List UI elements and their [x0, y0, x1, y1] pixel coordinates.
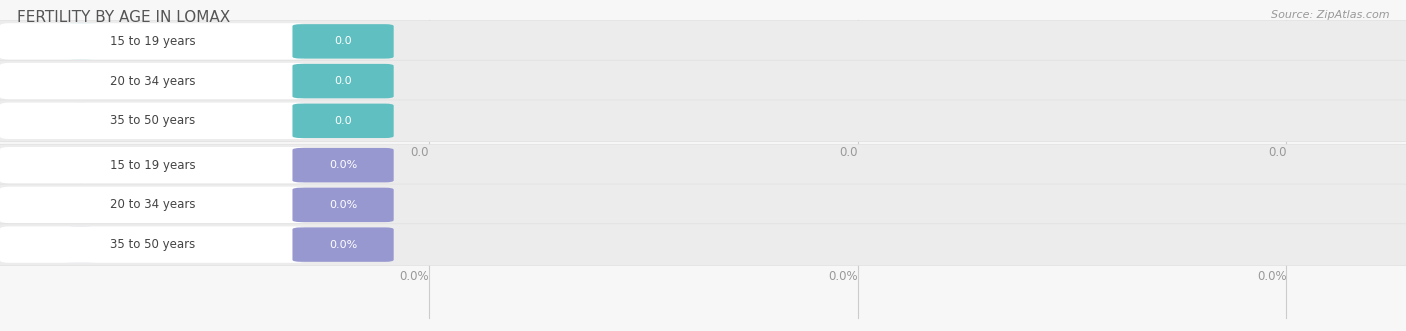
Text: 0.0: 0.0 [1268, 146, 1286, 159]
FancyBboxPatch shape [292, 24, 394, 59]
Text: 35 to 50 years: 35 to 50 years [110, 114, 195, 127]
Circle shape [8, 227, 153, 262]
Text: 0.0: 0.0 [335, 76, 352, 86]
Circle shape [8, 148, 153, 182]
FancyBboxPatch shape [292, 148, 394, 182]
Text: 0.0%: 0.0% [329, 240, 357, 250]
Text: 35 to 50 years: 35 to 50 years [110, 238, 195, 251]
Text: 0.0%: 0.0% [828, 270, 858, 283]
Text: 0.0: 0.0 [411, 146, 429, 159]
FancyBboxPatch shape [0, 100, 1406, 142]
Text: FERTILITY BY AGE IN LOMAX: FERTILITY BY AGE IN LOMAX [17, 10, 231, 25]
FancyBboxPatch shape [0, 187, 305, 223]
Circle shape [8, 188, 153, 222]
FancyBboxPatch shape [292, 188, 394, 222]
Text: 0.0%: 0.0% [329, 200, 357, 210]
Circle shape [8, 24, 153, 59]
Text: 0.0: 0.0 [335, 116, 352, 126]
Text: Source: ZipAtlas.com: Source: ZipAtlas.com [1271, 10, 1389, 20]
FancyBboxPatch shape [0, 147, 305, 183]
FancyBboxPatch shape [0, 184, 1406, 226]
Text: 15 to 19 years: 15 to 19 years [110, 159, 195, 172]
FancyBboxPatch shape [0, 224, 1406, 265]
Circle shape [8, 64, 153, 98]
FancyBboxPatch shape [0, 144, 1406, 186]
Text: 0.0%: 0.0% [329, 160, 357, 170]
FancyBboxPatch shape [0, 23, 305, 60]
FancyBboxPatch shape [0, 103, 305, 139]
Text: 0.0: 0.0 [839, 146, 858, 159]
Text: 20 to 34 years: 20 to 34 years [110, 74, 195, 88]
Text: 20 to 34 years: 20 to 34 years [110, 198, 195, 212]
FancyBboxPatch shape [292, 64, 394, 98]
FancyBboxPatch shape [0, 60, 1406, 102]
FancyBboxPatch shape [292, 104, 394, 138]
FancyBboxPatch shape [0, 63, 305, 99]
FancyBboxPatch shape [0, 226, 305, 263]
FancyBboxPatch shape [0, 21, 1406, 62]
Text: 0.0%: 0.0% [1257, 270, 1286, 283]
Text: 0.0%: 0.0% [399, 270, 429, 283]
Text: 15 to 19 years: 15 to 19 years [110, 35, 195, 48]
FancyBboxPatch shape [292, 227, 394, 262]
Circle shape [8, 104, 153, 138]
Text: 0.0: 0.0 [335, 36, 352, 46]
